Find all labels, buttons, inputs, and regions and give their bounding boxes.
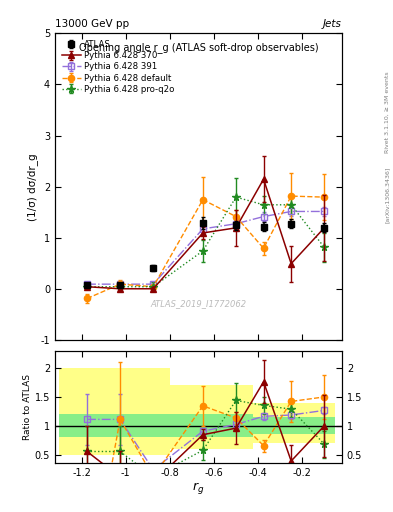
Text: [arXiv:1306.3436]: [arXiv:1306.3436]: [385, 166, 389, 223]
Y-axis label: (1/σ) dσ/dr_g: (1/σ) dσ/dr_g: [27, 153, 38, 221]
Legend: ATLAS, Pythia 6.428 370, Pythia 6.428 391, Pythia 6.428 default, Pythia 6.428 pr: ATLAS, Pythia 6.428 370, Pythia 6.428 39…: [59, 37, 177, 96]
Text: ATLAS_2019_I1772062: ATLAS_2019_I1772062: [151, 299, 246, 308]
Text: Opening angle r_g (ATLAS soft-drop observables): Opening angle r_g (ATLAS soft-drop obser…: [79, 42, 318, 53]
Y-axis label: Ratio to ATLAS: Ratio to ATLAS: [23, 374, 32, 440]
X-axis label: $r_g$: $r_g$: [192, 480, 205, 496]
Text: Jets: Jets: [323, 18, 342, 29]
Text: 13000 GeV pp: 13000 GeV pp: [55, 18, 129, 29]
Text: Rivet 3.1.10, ≥ 3M events: Rivet 3.1.10, ≥ 3M events: [385, 72, 389, 154]
